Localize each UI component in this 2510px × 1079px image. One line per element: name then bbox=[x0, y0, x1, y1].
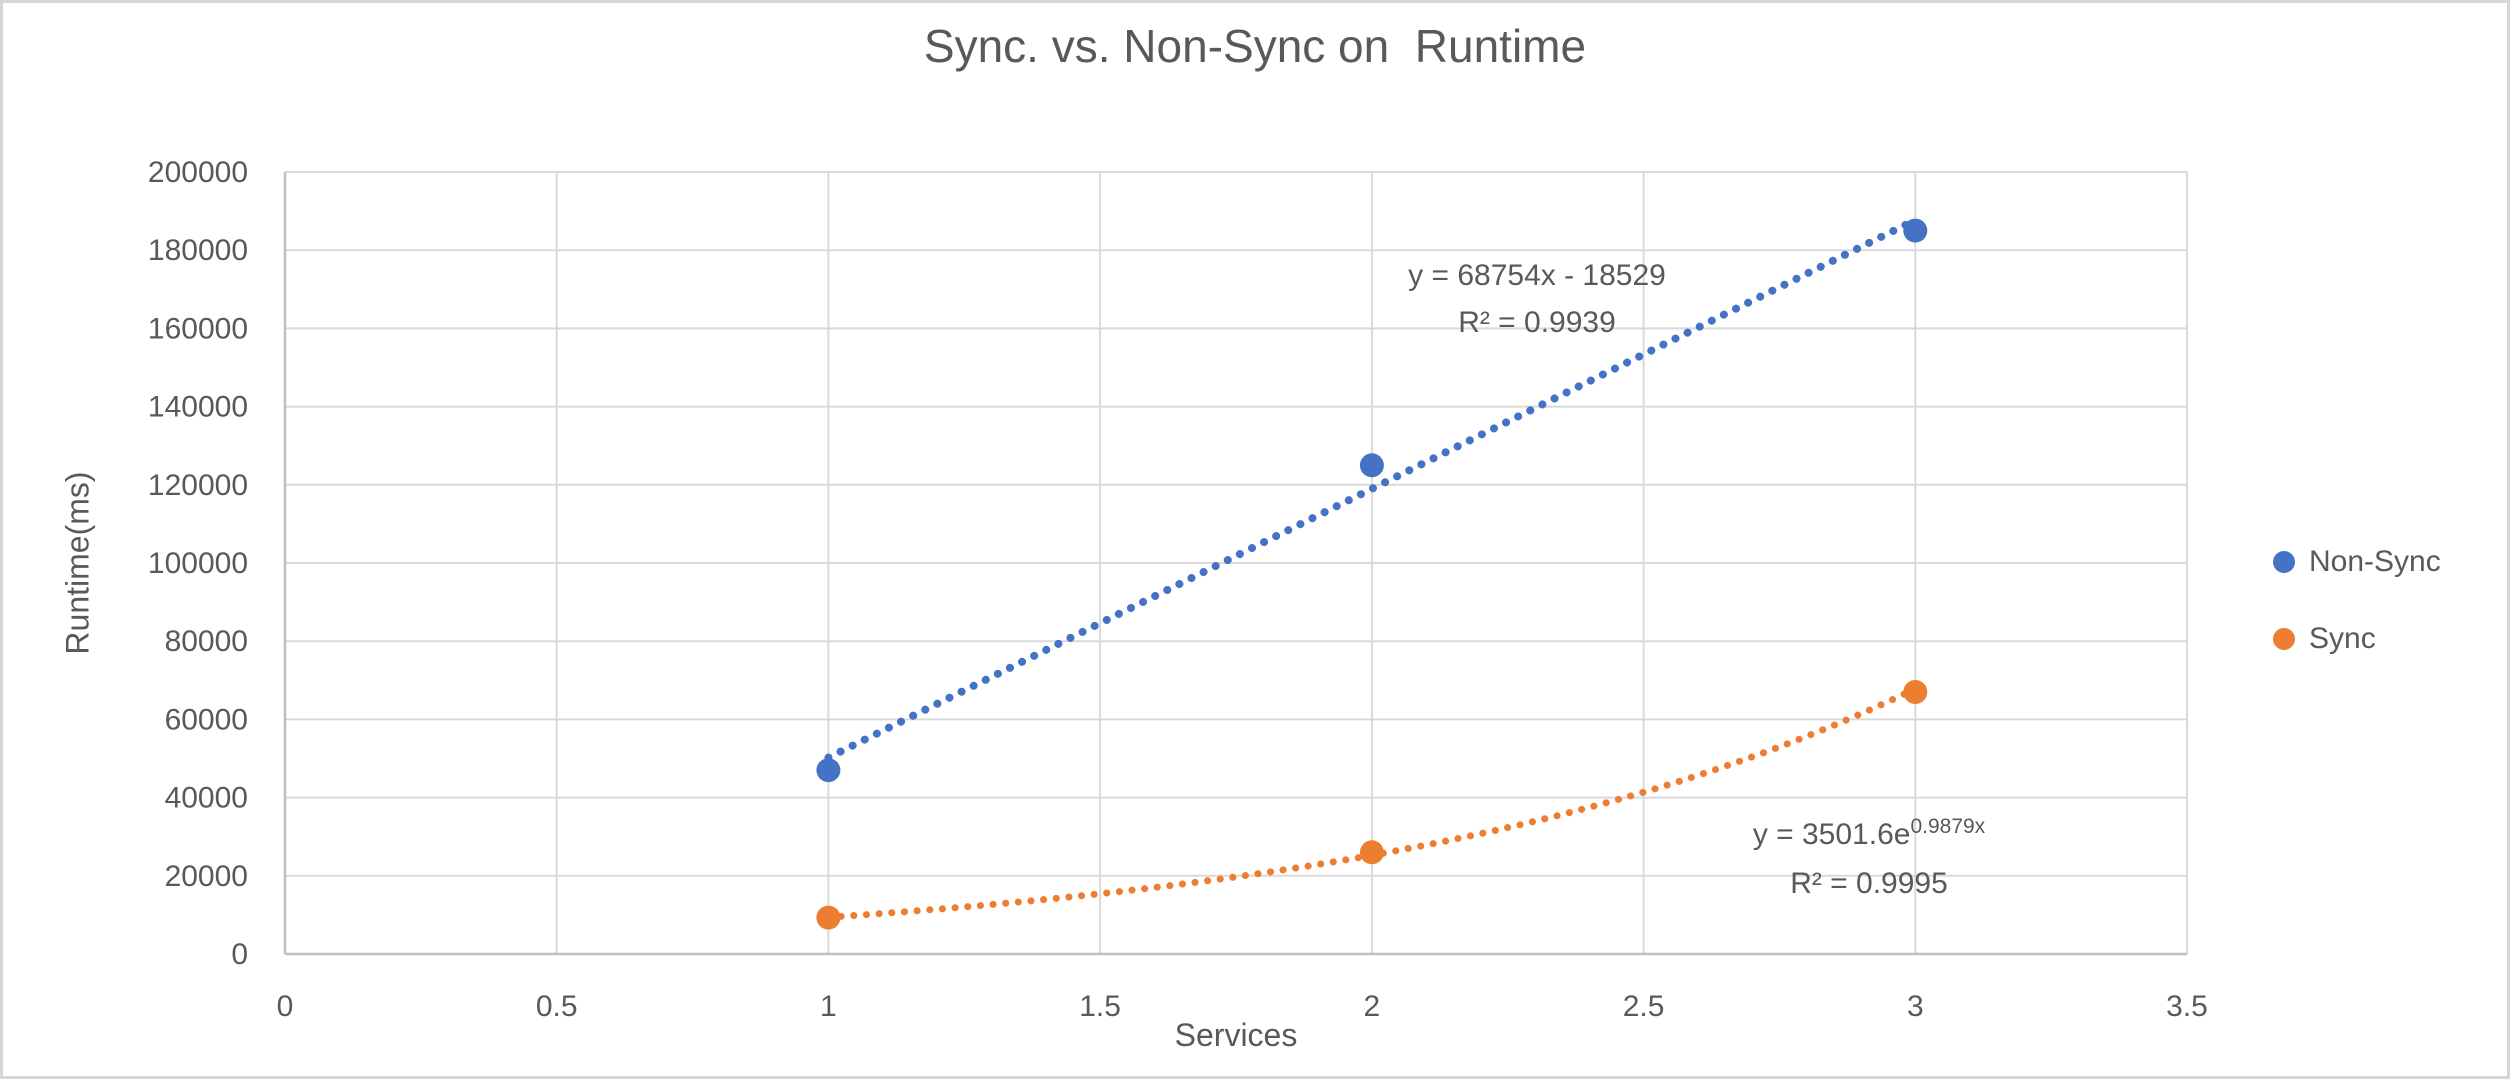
x-tick-label: 3.5 bbox=[2166, 990, 2208, 1023]
x-tick-label: 2 bbox=[1364, 990, 1381, 1023]
y-tick-label: 20000 bbox=[165, 860, 248, 893]
y-tick-label: 40000 bbox=[165, 782, 248, 815]
x-tick-label: 2.5 bbox=[1623, 990, 1665, 1023]
nonsync-data-point bbox=[1903, 218, 1928, 243]
sync-equation-exponent: 0.9879x bbox=[1910, 815, 1986, 838]
x-axis-title: Services bbox=[1174, 1017, 1298, 1053]
sync-equation-base: y = 3501.6e bbox=[1752, 818, 1911, 851]
y-axis-title: Runtime(ms) bbox=[59, 471, 96, 655]
nonsync-legend-label: Non-Sync bbox=[2309, 545, 2441, 578]
chart-title: Sync. vs. Non-Sync on Runtime bbox=[923, 20, 1587, 72]
y-tick-label: 60000 bbox=[165, 703, 248, 736]
nonsync-trendline-annotation: y = 68754x - 18529 R² = 0.9939 bbox=[1408, 252, 1666, 346]
x-tick-label: 1 bbox=[820, 990, 837, 1023]
sync-legend-marker-icon bbox=[2273, 628, 2295, 650]
y-tick-label: 80000 bbox=[165, 625, 248, 658]
legend-item-sync: Sync bbox=[2273, 617, 2441, 661]
y-tick-label: 180000 bbox=[148, 234, 248, 267]
sync-r-squared: R² = 0.9995 bbox=[1790, 867, 1948, 900]
plot-area: 0 20000 40000 60000 80000 100000 120000 140000 1… bbox=[148, 156, 2208, 1023]
x-tick-label: 1.5 bbox=[1079, 990, 1121, 1023]
legend-item-nonsync: Non-Sync bbox=[2273, 540, 2441, 584]
sync-trendline-annotation: y = 3501.6e0.9879x R² = 0.9995 bbox=[1753, 802, 1985, 908]
nonsync-legend-marker-icon bbox=[2273, 551, 2295, 573]
x-tick-label: 3 bbox=[1907, 990, 1924, 1023]
sync-data-point bbox=[1359, 840, 1384, 865]
x-tick-label: 0 bbox=[277, 990, 294, 1023]
nonsync-equation: y = 68754x - 18529 bbox=[1408, 259, 1666, 292]
y-tick-label: 120000 bbox=[148, 469, 248, 502]
y-tick-label: 200000 bbox=[148, 156, 248, 189]
y-tick-label: 140000 bbox=[148, 391, 248, 424]
sync-data-point bbox=[1903, 680, 1928, 704]
y-tick-label: 0 bbox=[231, 938, 248, 971]
sync-legend-label: Sync bbox=[2309, 622, 2376, 655]
y-tick-label: 100000 bbox=[148, 547, 248, 580]
nonsync-trendline bbox=[824, 216, 1920, 762]
sync-data-point bbox=[816, 905, 841, 930]
nonsync-r-squared: R² = 0.9939 bbox=[1458, 306, 1616, 339]
x-tick-label: 0.5 bbox=[536, 990, 578, 1023]
y-tick-label: 160000 bbox=[148, 312, 248, 345]
sync-equation: y = 3501.6e0.9879x bbox=[1753, 802, 1985, 859]
nonsync-data-point bbox=[816, 758, 841, 783]
legend: Non-Sync Sync bbox=[2273, 540, 2441, 661]
nonsync-data-point bbox=[1359, 453, 1384, 478]
